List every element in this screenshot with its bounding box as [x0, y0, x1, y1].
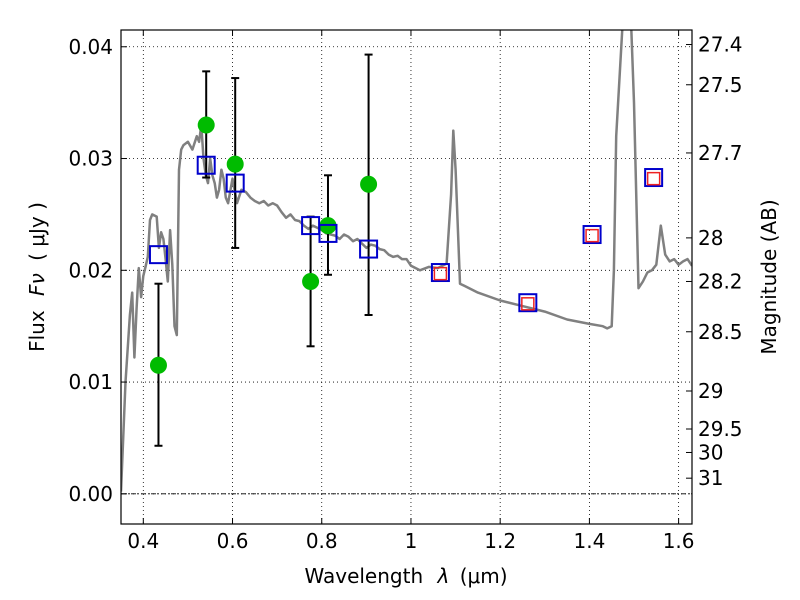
plot-frame: [120, 29, 693, 525]
y2-tick-label: 28.2: [698, 269, 743, 293]
y2-tick-label: 29.5: [698, 417, 743, 441]
y2-axis-label: Magnitude (AB): [757, 199, 781, 354]
y-tick-label: 0.03: [68, 147, 113, 171]
y-axis-label-text: Flux: [25, 310, 49, 352]
x-axis-label-text: Wavelength: [304, 564, 423, 588]
model-sed-layer: [121, 30, 692, 492]
model-photometry-square: [582, 225, 602, 245]
model-photometry-square: [644, 168, 664, 188]
x-tick-label: 1.2: [484, 529, 516, 553]
error-bars-layer: [154, 53, 373, 447]
observed-point: [360, 175, 378, 193]
y2-tick-label: 27.5: [698, 73, 743, 97]
x-axis-label: Wavelength λ (μm): [304, 564, 507, 588]
model-photometry-square: [430, 263, 450, 283]
y2-tick-label: 29: [698, 379, 723, 403]
y2-tick-label: 31: [698, 466, 723, 490]
observed-point: [197, 116, 215, 134]
x-axis-label-unit: (μm): [460, 564, 508, 588]
model-sed-line: [121, 30, 692, 492]
x-tick-label: 1.4: [573, 529, 605, 553]
model-photometry-square-red: [433, 266, 448, 281]
observed-point: [226, 155, 244, 173]
x-tick-label: 0.6: [217, 529, 249, 553]
y-axis-ticks: 0.00 0.01 0.02 0.03 0.04: [68, 35, 127, 506]
model-photometry-square-red: [585, 228, 599, 243]
y-tick-label: 0.01: [68, 370, 113, 394]
y2-tick-label: 28.5: [698, 320, 743, 344]
x-axis-ticks: 0.4 0.6 0.8 1 1.2 1.4 1.6: [127, 30, 695, 553]
model-photometry-square: [148, 245, 168, 265]
y-tick-label: 0.00: [68, 482, 113, 506]
data-points-layer: [148, 116, 664, 374]
y2-tick-label: 28: [698, 226, 723, 250]
observed-point: [149, 356, 167, 374]
model-photometry-square: [518, 293, 538, 313]
x-tick-label: 0.8: [306, 529, 338, 553]
observed-point: [302, 272, 320, 290]
y-tick-label: 0.04: [68, 35, 113, 59]
model-photometry-square: [318, 223, 338, 243]
x-tick-label: 0.4: [127, 529, 159, 553]
x-axis-label-symbol: λ: [437, 564, 450, 588]
y-axis-label-unit: ( μJy ): [25, 202, 49, 261]
model-photometry-square: [359, 239, 379, 259]
model-photometry-square: [225, 173, 245, 193]
model-photometry-square-red: [521, 297, 535, 311]
y-tick-label: 0.02: [68, 258, 113, 282]
y-axis-label: Flux Fν ( μJy ): [25, 202, 49, 352]
model-photometry-square-red: [646, 171, 661, 186]
x-tick-label: 1.6: [663, 529, 695, 553]
y2-tick-label: 27.7: [698, 141, 743, 165]
y2-tick-label: 30: [698, 440, 723, 464]
y-axis-label-symbol: Fν: [25, 273, 49, 296]
y2-tick-label: 27.4: [698, 33, 743, 57]
model-photometry-square: [196, 155, 216, 175]
x-tick-label: 1: [405, 529, 418, 553]
